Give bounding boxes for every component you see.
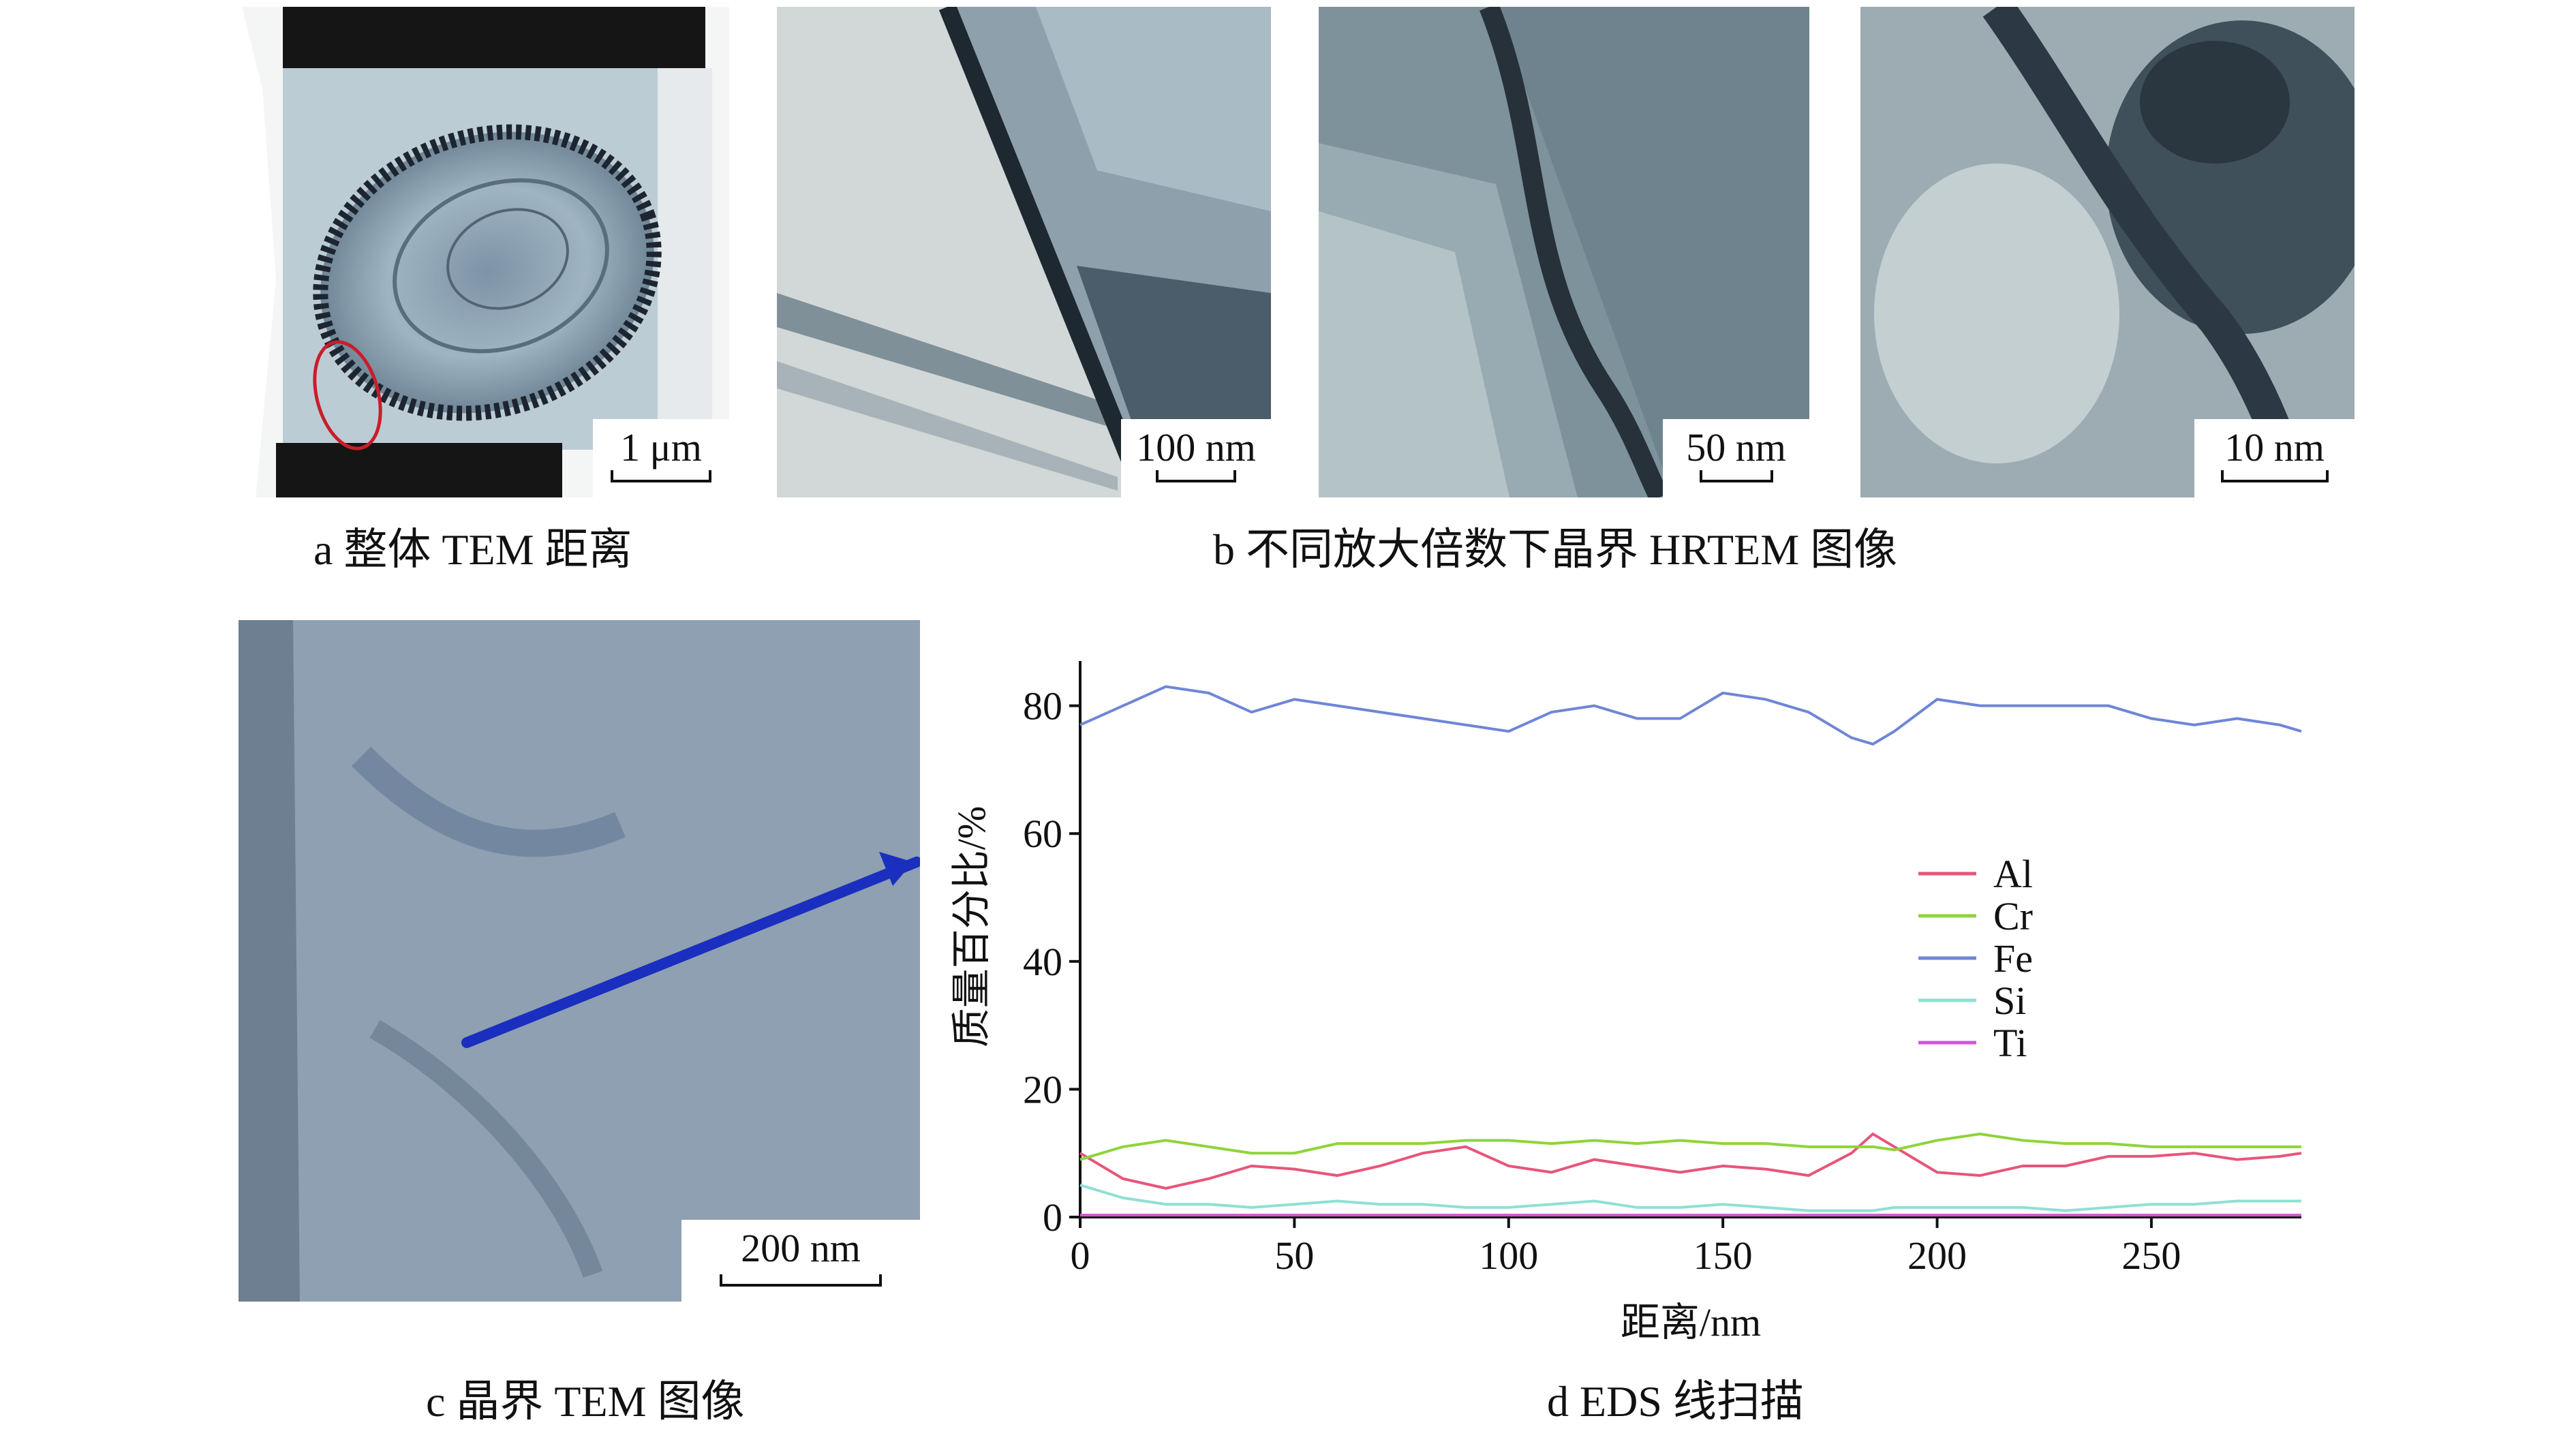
caption-d: d EDS 线扫描 (1547, 1377, 1804, 1426)
scale-label-b2: 50 nm (1686, 425, 1786, 470)
scale-label-b1: 100 nm (1136, 425, 1256, 470)
series-line-si (1079, 1184, 2301, 1212)
scale-bar-c: 200 nm (681, 1220, 920, 1302)
x-tick-label: 150 (1693, 1233, 1753, 1278)
y-tick-label: 60 (1023, 812, 1062, 856)
panel-b3-image: 10 nm (1860, 7, 2355, 497)
x-tick-label: 200 (1907, 1233, 1967, 1278)
caption-b: b 不同放大倍数下晶界 HRTEM 图像 (1213, 525, 1898, 574)
scale-label-c: 200 nm (741, 1226, 861, 1270)
legend-label-al: Al (1993, 852, 2033, 896)
y-tick-label: 80 (1023, 684, 1062, 728)
x-tick-label: 0 (1071, 1233, 1090, 1278)
y-tick-label: 0 (1043, 1195, 1062, 1240)
hrtem-image-100nm (777, 7, 1271, 497)
panel-c-image: 200 nm (239, 620, 920, 1302)
caption-c: c 晶界 TEM 图像 (426, 1377, 745, 1426)
scale-bar-a: 1 μm (593, 419, 729, 497)
series-line-fe (1079, 685, 2302, 746)
panel-b1-image: 100 nm (777, 7, 1271, 497)
series-line-al (1079, 1132, 2302, 1190)
scan-direction-arrow (461, 857, 920, 1048)
legend-label-cr: Cr (1993, 894, 2033, 938)
panel-b2-image: 50 nm (1319, 7, 1809, 497)
scale-bar-b1: 100 nm (1121, 419, 1271, 497)
tem-overview-image (242, 7, 729, 497)
y-tick-label: 20 (1023, 1067, 1062, 1111)
legend-label-si: Si (1993, 979, 2026, 1023)
scale-bar-b3: 10 nm (2194, 419, 2355, 497)
x-tick-label: 50 (1274, 1233, 1314, 1278)
x-tick-label: 250 (2121, 1233, 2181, 1278)
legend-label-fe: Fe (1993, 936, 2033, 981)
grain-boundary-tem-image (239, 620, 920, 1302)
caption-a: a 整体 TEM 距离 (313, 525, 632, 574)
y-axis-label: 质量百分比/% (949, 806, 994, 1047)
y-tick-label: 40 (1023, 940, 1062, 984)
hrtem-image-10nm (1860, 7, 2355, 497)
series-line-cr (1079, 1133, 2301, 1161)
hrtem-image-50nm (1319, 7, 1809, 497)
highlight-ellipse (313, 340, 382, 450)
scale-label-a: 1 μm (620, 425, 702, 470)
x-axis-label: 距离/nm (1621, 1300, 1761, 1345)
legend-label-ti: Ti (1993, 1021, 2027, 1065)
x-tick-label: 100 (1479, 1233, 1538, 1278)
panel-a-image: 1 μm (242, 7, 729, 497)
scale-bar-b2: 50 nm (1663, 419, 1809, 497)
scale-label-b3: 10 nm (2224, 425, 2325, 470)
